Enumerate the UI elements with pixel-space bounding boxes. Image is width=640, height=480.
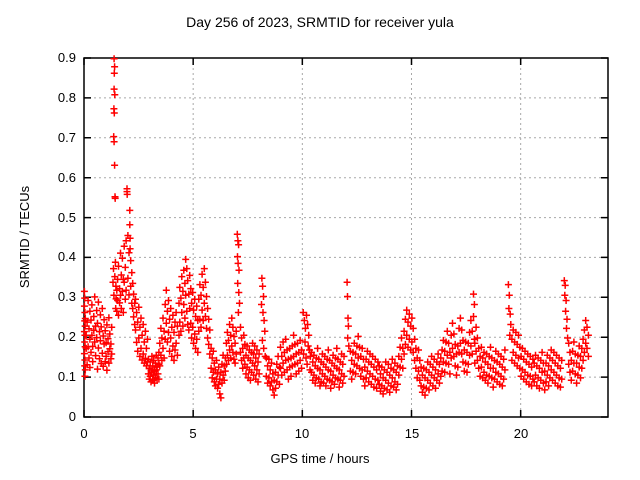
y-tick-0.5: 0.5 xyxy=(57,210,76,225)
y-tick-0.4: 0.4 xyxy=(57,249,76,264)
scatter-points xyxy=(80,55,592,402)
chart-title: Day 256 of 2023, SRMTID for receiver yul… xyxy=(186,14,454,30)
y-tick-0.8: 0.8 xyxy=(57,90,76,105)
y-tick-0.1: 0.1 xyxy=(57,369,76,384)
y-tick-0.6: 0.6 xyxy=(57,170,76,185)
grid-lines xyxy=(84,58,608,417)
x-tick-20: 20 xyxy=(513,426,529,441)
y-tick-0.3: 0.3 xyxy=(57,289,76,304)
plot-border xyxy=(83,57,609,418)
y-tick-0.7: 0.7 xyxy=(57,130,76,145)
y-tick-0: 0 xyxy=(68,409,76,424)
x-tick-5: 5 xyxy=(189,426,197,441)
y-tick-0.2: 0.2 xyxy=(57,329,76,344)
x-tick-0: 0 xyxy=(80,426,88,441)
y-tick-0.9: 0.9 xyxy=(57,50,76,65)
x-tick-10: 10 xyxy=(294,426,310,441)
x-tick-15: 15 xyxy=(404,426,420,441)
x-axis-label: GPS time / hours xyxy=(270,451,370,466)
